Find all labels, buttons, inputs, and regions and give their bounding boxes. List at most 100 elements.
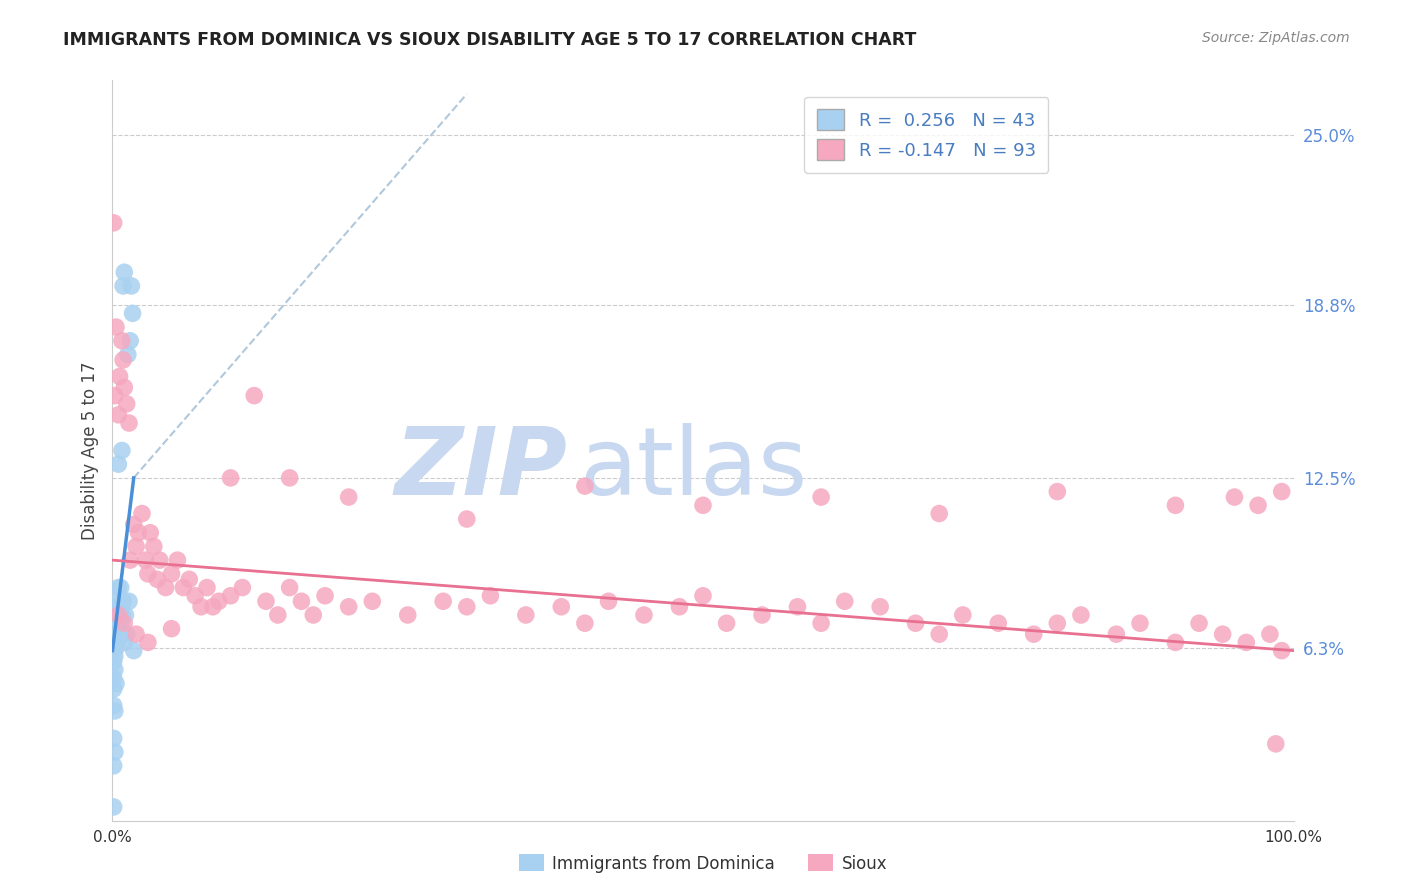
Point (278, 581, 301, 595)
Point (550, 599, 572, 614)
Point (105, 616, 128, 631)
Point (111, 334, 134, 348)
Point (1271, 484, 1294, 499)
Point (1046, 484, 1069, 499)
Point (166, 553, 188, 567)
Point (105, 676, 128, 690)
Point (184, 589, 207, 603)
Point (208, 594, 231, 608)
Point (135, 553, 157, 567)
Point (160, 566, 183, 581)
Point (1212, 627, 1234, 641)
Point (104, 616, 127, 631)
Point (115, 397, 138, 411)
Point (928, 627, 950, 641)
Point (103, 759, 125, 773)
Point (104, 389, 127, 403)
Point (112, 265, 135, 279)
Point (105, 599, 128, 614)
Point (105, 616, 128, 631)
Point (108, 607, 131, 622)
Point (1129, 616, 1152, 631)
Point (111, 607, 134, 622)
Point (110, 616, 132, 631)
Point (834, 594, 856, 608)
Point (952, 607, 974, 622)
Point (107, 581, 129, 595)
Point (1022, 627, 1045, 641)
Point (120, 553, 142, 567)
Point (105, 635, 128, 649)
Point (105, 627, 128, 641)
Text: IMMIGRANTS FROM DOMINICA VS SIOUX DISABILITY AGE 5 TO 17 CORRELATION CHART: IMMIGRANTS FROM DOMINICA VS SIOUX DISABI… (63, 31, 917, 49)
Point (112, 594, 135, 608)
Point (598, 594, 620, 608)
Point (118, 594, 141, 608)
Point (1223, 490, 1246, 504)
Point (1164, 635, 1187, 649)
Text: Source: ZipAtlas.com: Source: ZipAtlas.com (1202, 31, 1350, 45)
Point (112, 279, 135, 293)
Point (786, 599, 808, 614)
Text: ZIP: ZIP (394, 423, 567, 515)
Point (107, 607, 129, 622)
Point (231, 581, 253, 595)
Point (574, 616, 596, 631)
Point (302, 607, 325, 622)
Point (172, 581, 194, 595)
Point (149, 553, 172, 567)
Point (103, 698, 125, 713)
Point (160, 622, 183, 636)
Point (1046, 616, 1069, 631)
Point (103, 731, 125, 746)
Point (104, 663, 127, 677)
Point (125, 627, 148, 641)
Point (254, 594, 277, 608)
Point (122, 517, 145, 532)
Point (131, 507, 153, 521)
Point (278, 471, 301, 485)
Point (112, 353, 135, 368)
Point (1258, 627, 1281, 641)
Point (668, 599, 690, 614)
Point (201, 599, 224, 614)
Point (904, 616, 927, 631)
Point (105, 320, 128, 334)
Point (108, 627, 131, 641)
Point (103, 655, 125, 669)
Point (987, 616, 1010, 631)
Point (574, 479, 596, 493)
Point (103, 216, 125, 230)
Point (125, 540, 148, 554)
Point (396, 607, 419, 622)
Point (120, 279, 142, 293)
Text: atlas: atlas (579, 423, 807, 515)
Point (337, 490, 360, 504)
Point (103, 681, 125, 696)
Point (105, 640, 128, 655)
Point (219, 471, 242, 485)
Point (121, 306, 143, 320)
Point (1188, 616, 1211, 631)
Point (104, 627, 127, 641)
Point (118, 416, 141, 430)
Point (515, 607, 537, 622)
Point (1264, 737, 1286, 751)
Point (105, 594, 128, 608)
Point (111, 443, 134, 458)
Point (337, 599, 360, 614)
Point (107, 408, 129, 422)
Point (692, 589, 714, 603)
Point (112, 616, 135, 631)
Point (456, 512, 478, 526)
Point (115, 627, 138, 641)
Point (136, 635, 159, 649)
Legend: R =  0.256   N = 43, R = -0.147   N = 93: R = 0.256 N = 43, R = -0.147 N = 93 (804, 96, 1049, 173)
Point (104, 745, 127, 759)
Point (243, 389, 266, 403)
Point (103, 671, 125, 685)
Point (751, 607, 773, 622)
Point (1271, 643, 1294, 657)
Point (290, 594, 312, 608)
Point (1070, 607, 1092, 622)
